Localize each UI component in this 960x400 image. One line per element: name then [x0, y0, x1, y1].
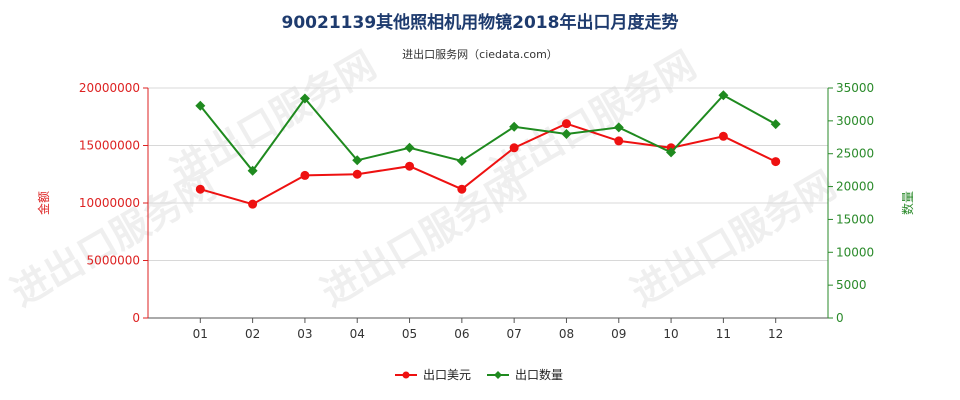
- y-left-tick-label: 20000000: [79, 81, 140, 95]
- data-point: [404, 142, 415, 153]
- watermark-text: 进出口服务网: [624, 163, 843, 315]
- data-point: [561, 129, 572, 139]
- x-tick-label: 09: [611, 327, 626, 341]
- data-point: [771, 157, 781, 167]
- x-tick-label: 06: [454, 327, 469, 341]
- data-point: [613, 122, 624, 133]
- data-point: [352, 155, 363, 166]
- x-tick-label: 02: [245, 327, 260, 341]
- y-left-tick-label: 10000000: [79, 196, 140, 210]
- data-point: [718, 90, 729, 101]
- data-point: [248, 199, 258, 209]
- y-right-tick-label: 10000: [836, 245, 874, 259]
- x-tick-label: 12: [768, 327, 783, 341]
- x-tick-label: 04: [350, 327, 365, 341]
- data-point: [770, 119, 781, 130]
- watermark-text: 进出口服务网: [484, 43, 703, 195]
- data-point: [561, 119, 571, 129]
- data-point: [195, 100, 206, 111]
- chart-subtitle: 进出口服务网（ciedata.com）: [402, 47, 558, 61]
- legend-label: 出口数量: [515, 367, 563, 382]
- x-tick-label: 10: [663, 327, 678, 341]
- data-point: [195, 184, 205, 194]
- y-right-tick-label: 0: [836, 311, 844, 325]
- data-point: [457, 184, 467, 194]
- y-left-tick-label: 5000000: [87, 254, 140, 268]
- watermark-text: 进出口服务网: [164, 43, 383, 195]
- x-tick-label: 01: [193, 327, 208, 341]
- y-right-axis-label: 数量: [900, 191, 915, 215]
- x-tick-label: 07: [507, 327, 522, 341]
- axis-layer: 0500000010000000150000002000000005000100…: [79, 81, 874, 341]
- data-point: [509, 121, 520, 132]
- grid-layer: [148, 87, 828, 261]
- data-point: [299, 93, 310, 104]
- legend-label: 出口美元: [423, 368, 471, 382]
- data-point: [405, 161, 415, 171]
- y-right-tick-label: 15000: [836, 212, 874, 226]
- x-tick-label: 11: [716, 327, 731, 341]
- data-point: [456, 155, 467, 166]
- y-right-tick-label: 5000: [836, 278, 867, 292]
- legend: 出口美元 出口数量: [395, 367, 563, 382]
- y-right-tick-label: 20000: [836, 180, 874, 194]
- y-left-axis-label: 金额: [36, 191, 51, 215]
- x-tick-label: 08: [559, 327, 574, 341]
- data-point: [718, 131, 728, 141]
- x-tick-label: 03: [297, 327, 312, 341]
- y-left-tick-label: 15000000: [79, 139, 140, 153]
- data-point: [352, 169, 362, 179]
- y-right-tick-label: 35000: [836, 81, 874, 95]
- data-point: [300, 170, 310, 180]
- data-point: [247, 165, 258, 176]
- y-left-tick-label: 0: [132, 311, 140, 325]
- legend-swatch-marker: [494, 371, 502, 379]
- series-line: [200, 122, 777, 206]
- data-point: [614, 136, 624, 146]
- y-right-tick-label: 25000: [836, 147, 874, 161]
- legend-swatch-marker: [402, 371, 410, 379]
- chart-title: 90021139其他照相机用物镜2018年出口月度走势: [282, 12, 679, 33]
- x-tick-label: 05: [402, 327, 417, 341]
- series-layer: [195, 90, 781, 209]
- data-point: [666, 147, 677, 158]
- series-line: [199, 93, 777, 173]
- data-point: [509, 143, 519, 153]
- y-right-tick-label: 30000: [836, 114, 874, 128]
